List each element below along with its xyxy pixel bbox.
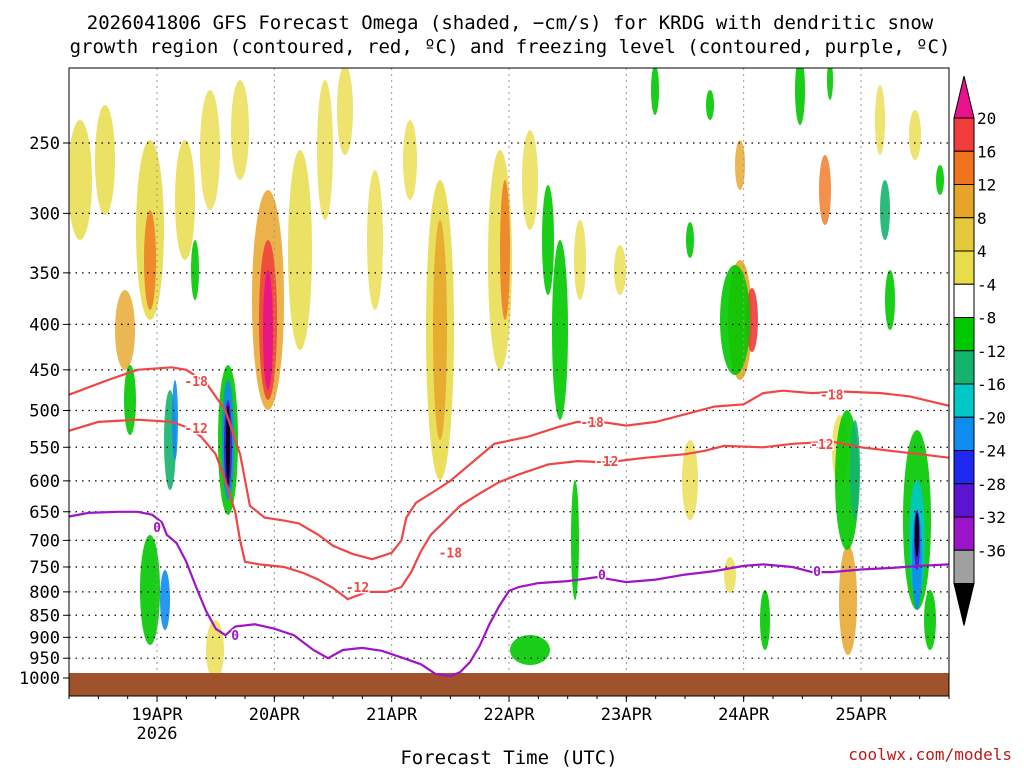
y-tick-label: 900 [29, 628, 60, 648]
y-tick-label: 400 [29, 315, 60, 335]
colorbar-label: -28 [977, 475, 1006, 494]
colorbar-label: -32 [977, 508, 1006, 527]
y-axis: 2503003504004505005506006507007508008509… [19, 134, 69, 689]
colorbar-swatch [953, 217, 975, 252]
colorbar-label: -36 [977, 541, 1006, 560]
contour-line-0-2 [69, 510, 949, 678]
colorbar-label: -24 [977, 442, 1006, 461]
colorbar-swatch [953, 416, 975, 451]
x-tick-label: 19APR [131, 705, 183, 725]
colorbar-swatch [953, 483, 975, 518]
contour-label: -18 [580, 416, 604, 431]
y-tick-label: 450 [29, 361, 60, 381]
omega-shading [69, 68, 944, 680]
contour-line-minus18-0 [69, 366, 949, 561]
x-tick-label: 23APR [601, 705, 653, 725]
colorbar-label: 16 [977, 142, 996, 161]
x-tick-sublabel: 2026 [137, 724, 178, 744]
x-tick-label: 25APR [835, 705, 887, 725]
contour-label: 0 [813, 565, 821, 580]
colorbar-swatch [953, 350, 975, 385]
colorbar-label: -4 [977, 275, 996, 294]
x-tick-label: 24APR [718, 705, 770, 725]
colorbar-label: 4 [977, 242, 987, 261]
colorbar-swatch [953, 250, 975, 285]
colorbar: 20 16 12 8 4 -4 -8 -12 -16 -20 -24 -28 -32 -36 [953, 75, 1006, 626]
colorbar-label: 8 [977, 209, 987, 228]
colorbar-label: -20 [977, 408, 1006, 427]
y-tick-label: 1000 [19, 669, 60, 689]
colorbar-label: 20 [977, 109, 996, 128]
y-tick-label: 800 [29, 583, 60, 603]
y-tick-label: 550 [29, 438, 60, 458]
y-tick-label: 500 [29, 402, 60, 422]
y-tick-label: 350 [29, 264, 60, 284]
colorbar-swatch [953, 184, 975, 219]
y-tick-label: 300 [29, 204, 60, 224]
colorbar-label: -8 [977, 309, 996, 328]
colorbar-swatch [953, 450, 975, 485]
contour-label: -18 [439, 546, 463, 561]
x-tick-label: 22APR [483, 705, 535, 725]
x-tick-label: 21APR [366, 705, 418, 725]
contour-line-minus12-1 [69, 418, 949, 601]
credit-text: coolwx.com/models [848, 745, 1012, 764]
colorbar-swatch [953, 150, 975, 185]
y-tick-label: 750 [29, 558, 60, 578]
colorbar-swatch [953, 516, 975, 551]
colorbar-swatch [953, 383, 975, 418]
colorbar-label: -16 [977, 375, 1006, 394]
y-tick-label: 950 [29, 649, 60, 669]
colorbar-label: 12 [977, 176, 996, 195]
x-tick-label: 20APR [249, 705, 301, 725]
ground-layer [69, 673, 949, 696]
colorbar-top-arrow [953, 75, 975, 119]
chart-title-line2: growth region (contoured, red, ºC) and f… [70, 36, 951, 58]
colorbar-bottom-arrow [953, 583, 975, 626]
chart-title-line1: 2026041806 GFS Forecast Omega (shaded, −… [87, 12, 934, 34]
y-tick-label: 700 [29, 531, 60, 551]
contour-label: 0 [598, 569, 606, 584]
y-tick-label: 850 [29, 606, 60, 626]
colorbar-swatch [953, 117, 975, 152]
contour-label: -18 [820, 389, 844, 404]
contour-label: -12 [595, 455, 618, 470]
colorbar-swatch [953, 549, 975, 584]
contour-label: 0 [231, 629, 239, 644]
contour-label: -12 [346, 581, 369, 596]
contour-lines: -18 -18 -18 -18 -12 -12 -12 -12 0 0 0 0 [69, 366, 949, 678]
y-tick-label: 600 [29, 472, 60, 492]
contour-label: -12 [810, 438, 833, 453]
y-tick-label: 250 [29, 134, 60, 154]
y-tick-label: 650 [29, 503, 60, 523]
contour-label: -18 [184, 375, 208, 390]
colorbar-swatch [953, 317, 975, 352]
colorbar-swatch [953, 283, 975, 318]
contour-label: -12 [184, 422, 207, 437]
contour-label: 0 [153, 521, 161, 536]
colorbar-label: -12 [977, 342, 1006, 361]
x-axis-label: Forecast Time (UTC) [400, 747, 617, 768]
